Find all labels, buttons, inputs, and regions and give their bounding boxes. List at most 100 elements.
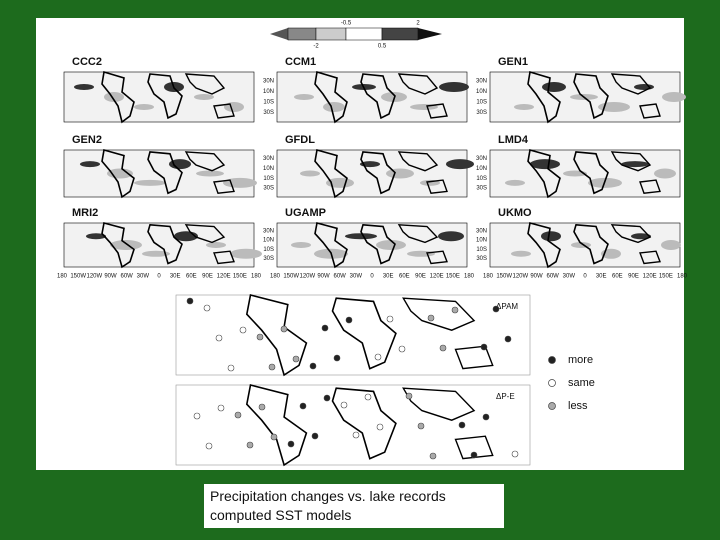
lon-label: 150E	[446, 274, 460, 280]
legend-marker	[548, 379, 556, 387]
lake-dot	[186, 297, 194, 305]
land-outline	[397, 224, 439, 244]
lake-dot	[340, 401, 348, 409]
lon-label: 150W	[283, 274, 299, 280]
colorbar-cell	[345, 27, 383, 41]
lake-dot	[193, 412, 201, 420]
lake-dot	[258, 403, 266, 411]
anomaly-shade	[661, 240, 681, 250]
land-outline	[639, 179, 661, 194]
lake-dot	[504, 335, 512, 343]
panel-title: LMD4	[498, 134, 529, 146]
lon-label: 90E	[415, 274, 426, 280]
anomaly-shade	[541, 231, 561, 242]
lon-label: 90W	[104, 274, 117, 280]
land-outline	[527, 70, 561, 124]
lon-label: 180	[483, 274, 494, 280]
lon-label: 30W	[137, 274, 150, 280]
lon-label: 90E	[202, 274, 213, 280]
lake-dot	[376, 423, 384, 431]
lon-label: 120W	[299, 274, 315, 280]
lon-label: 30W	[563, 274, 576, 280]
lake-dot	[256, 333, 264, 341]
lon-label: 60W	[333, 274, 346, 280]
anomaly-shade	[634, 84, 654, 90]
anomaly-shade	[291, 242, 311, 248]
map-panel: LMD4 30N 10N 10S 30S	[476, 134, 681, 199]
anomaly-shade	[223, 177, 257, 188]
land-outline	[314, 70, 348, 124]
map-panel: GEN1 30N 10N 10S 30S	[476, 56, 686, 124]
land-outline	[184, 151, 226, 172]
lat-label: 30N	[476, 79, 487, 85]
legend-label: more	[568, 354, 593, 366]
lon-label: 30E	[596, 274, 607, 280]
anomaly-shade	[631, 233, 651, 240]
lat-label: 10S	[263, 247, 274, 253]
lake-dot	[345, 316, 353, 324]
lat-label: 30S	[476, 256, 487, 262]
lon-label: 30W	[350, 274, 363, 280]
anomaly-shade	[345, 233, 377, 240]
lake-dot	[480, 343, 488, 351]
panel-title: GEN2	[72, 134, 102, 146]
caption-box: Precipitation changes vs. lake records c…	[204, 484, 504, 528]
land-outline	[331, 387, 397, 460]
map-panel: GFDL 30N 10N 10S 30S	[263, 134, 474, 199]
lake-dot	[511, 450, 519, 458]
lat-label: 10S	[476, 247, 487, 253]
lat-label: 30S	[263, 186, 274, 192]
lake-dot	[374, 353, 382, 361]
land-outline	[360, 73, 396, 120]
panel-title: UGAMP	[285, 207, 326, 219]
land-outline	[331, 297, 397, 370]
land-outline	[639, 103, 661, 119]
lon-label: 90W	[530, 274, 543, 280]
land-outline	[245, 384, 308, 467]
land-outline	[610, 73, 652, 95]
colorbar-cell	[315, 27, 347, 41]
anomaly-shade	[386, 168, 414, 179]
lat-label: 10N	[263, 166, 274, 172]
land-outline	[101, 222, 135, 269]
lat-label: 10N	[476, 166, 487, 172]
lake-dot	[333, 354, 341, 362]
lon-label: 180	[251, 274, 262, 280]
lake-map-label: ΔP-E	[496, 392, 515, 401]
anomaly-shade	[294, 94, 314, 100]
lat-label: 30N	[476, 228, 487, 234]
lat-label: 10S	[476, 176, 487, 182]
lake-dot	[470, 451, 478, 459]
land-outline	[184, 224, 226, 244]
lon-label: 180	[464, 274, 475, 280]
land-outline	[101, 70, 135, 124]
lake-dot	[398, 345, 406, 353]
anomaly-shade	[134, 179, 166, 186]
anomaly-shade	[142, 250, 170, 257]
anomaly-shade	[439, 82, 469, 92]
anomaly-shade	[323, 102, 345, 112]
land-outline	[397, 73, 439, 95]
lake-dot	[458, 421, 466, 429]
legend-label: less	[568, 400, 588, 412]
lake-dot	[246, 441, 254, 449]
land-outline	[454, 345, 494, 370]
land-outline	[397, 151, 439, 172]
colorbar-end	[270, 28, 288, 40]
colorbar-cell	[287, 27, 317, 41]
lon-label: 60W	[546, 274, 559, 280]
panel-title: GFDL	[285, 134, 315, 146]
lon-label: 60E	[612, 274, 623, 280]
land-outline	[360, 151, 396, 195]
lat-label: 10N	[476, 89, 487, 95]
lake-dot	[492, 305, 500, 313]
lon-label: 90E	[628, 274, 639, 280]
lake-dot	[309, 362, 317, 370]
lake-dot	[417, 422, 425, 430]
lat-label: 30N	[476, 156, 487, 162]
anomaly-shade	[110, 240, 142, 250]
land-outline	[213, 103, 235, 119]
